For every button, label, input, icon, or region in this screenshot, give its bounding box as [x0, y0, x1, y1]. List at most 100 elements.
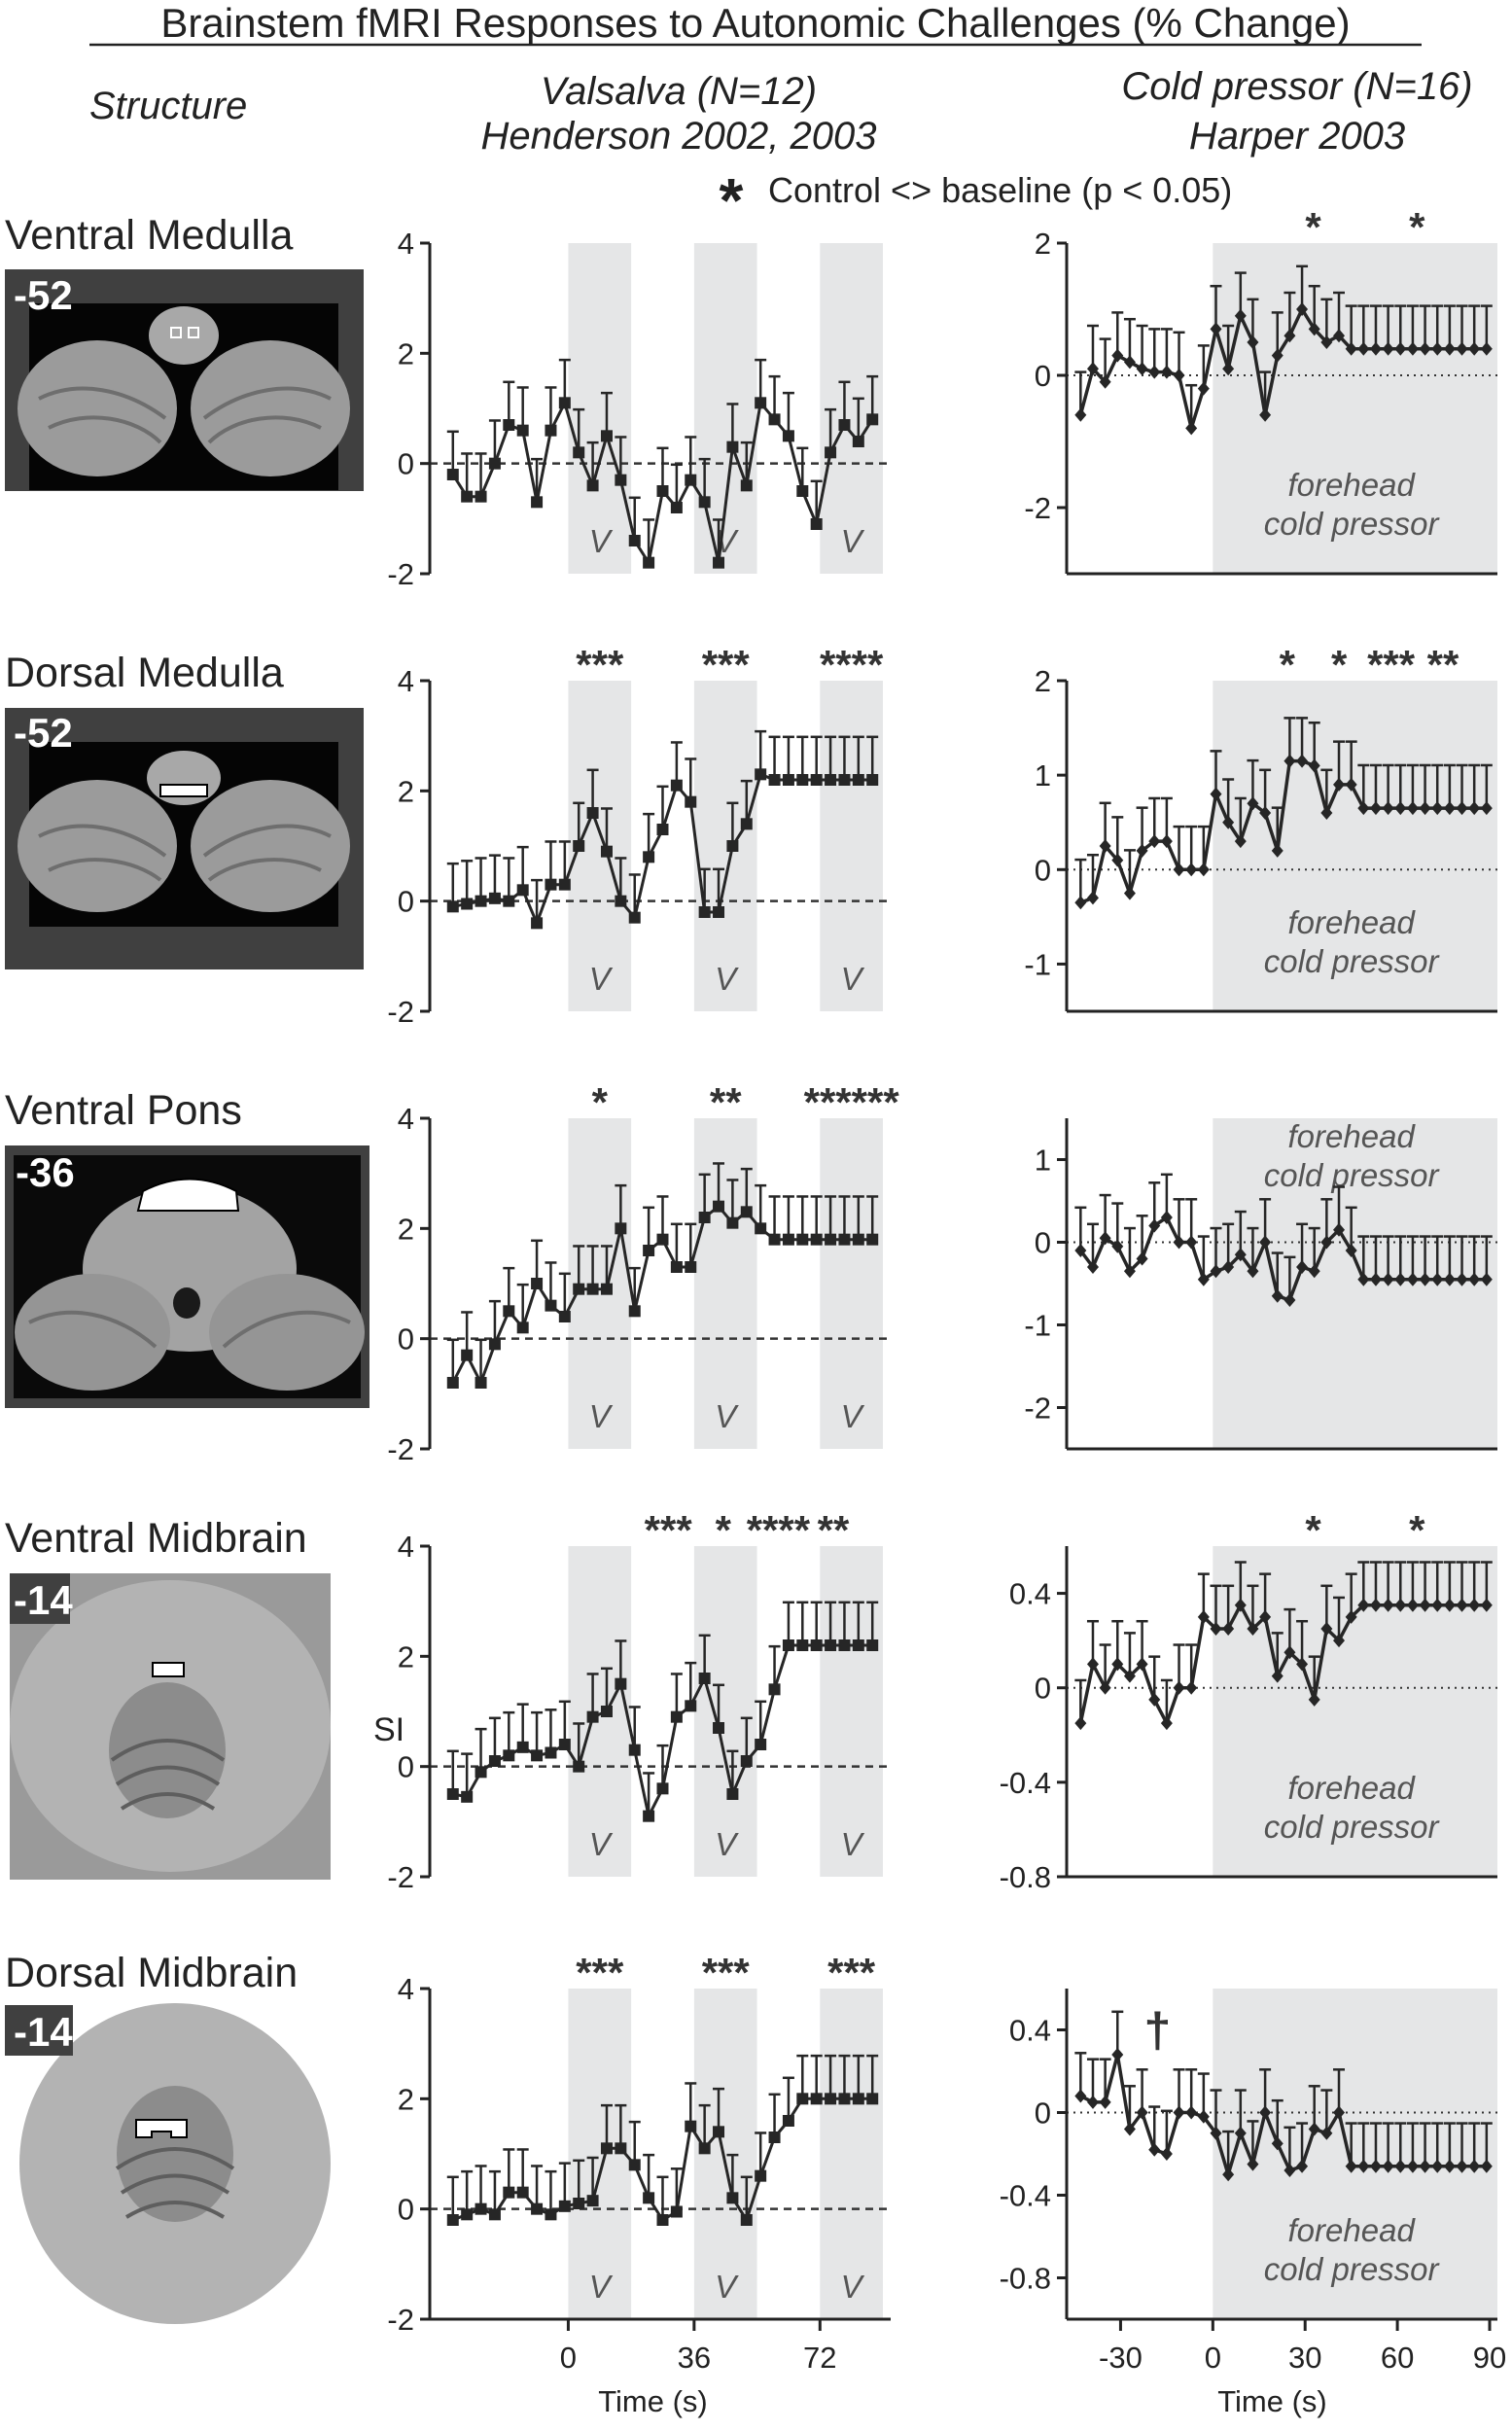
valsalva-ventral-medulla-point [461, 490, 474, 503]
valsalva-ventral-pons-point [656, 1233, 669, 1246]
valsalva-dorsal-midbrain-y-tick-label: -2 [387, 2303, 414, 2337]
valsalva-ventral-midbrain-significance-stars: *** [645, 1507, 693, 1553]
valsalva-ventral-midbrain-point [573, 1760, 585, 1773]
valsalva-dorsal-midbrain-point [726, 2192, 739, 2204]
valsalva-ventral-midbrain-point [531, 1749, 544, 1762]
valsalva-dorsal-medulla-point [825, 774, 837, 786]
valsalva-dorsal-midbrain-point [545, 2208, 557, 2221]
cold-dorsal-midbrain-point [1357, 2159, 1370, 2173]
cold-dorsal-medulla-point [1382, 801, 1394, 816]
cold-dorsal-midbrain-cond-line1: forehead [1288, 2212, 1417, 2248]
cold-dorsal-midbrain-point [1468, 2159, 1481, 2173]
cold-dorsal-midbrain-y-tick-label: -0.4 [1000, 2179, 1051, 2213]
valsalva-ventral-pons-point [573, 1283, 585, 1295]
cold-dorsal-midbrain-point [1431, 2159, 1444, 2173]
cold-ventral-midbrain-y-tick-label: -0.8 [1000, 1860, 1051, 1894]
valsalva-dorsal-medulla-point [685, 795, 697, 808]
cold-ventral-pons-point [1271, 1288, 1283, 1303]
cold-ventral-pons-point [1443, 1272, 1456, 1286]
cold-ventral-midbrain-point [1160, 1716, 1173, 1731]
valsalva-dorsal-midbrain-point [628, 2159, 641, 2171]
cold-ventral-medulla-point [1271, 348, 1283, 363]
valsalva-dorsal-medulla-point [782, 774, 794, 786]
cold-ventral-midbrain-point [1247, 1622, 1259, 1636]
cold-dorsal-medulla-point [1222, 815, 1235, 829]
cold-ventral-pons-cond-line2: cold pressor [1264, 1157, 1441, 1193]
valsalva-dorsal-midbrain-significance-stars: *** [827, 1950, 876, 1995]
cold-dorsal-medulla-point [1308, 758, 1320, 773]
cold-ventral-midbrain-point [1283, 1645, 1296, 1660]
cold-ventral-medulla-point [1160, 365, 1173, 379]
cold-ventral-midbrain-point [1369, 1598, 1382, 1612]
cold-ventral-midbrain-point [1111, 1657, 1124, 1672]
valsalva-ventral-pons-point [698, 1212, 711, 1223]
valsalva-dorsal-medulla-block-2 [693, 681, 757, 1011]
valsalva-ventral-midbrain-point [726, 1788, 739, 1800]
cold-ventral-pons-point [1185, 1235, 1198, 1250]
cold-ventral-pons-point [1468, 1272, 1481, 1286]
valsalva-ventral-pons-y-tick-label: 0 [398, 1322, 414, 1356]
valsalva-dorsal-medulla-point [713, 906, 725, 918]
valsalva-ventral-pons-block-label: V [589, 1398, 614, 1434]
cold-ventral-midbrain-point [1197, 1609, 1210, 1624]
cold-dorsal-midbrain-point [1296, 2159, 1309, 2173]
valsalva-ventral-medulla-point [825, 446, 837, 459]
valsalva-dorsal-medulla-point [698, 906, 711, 918]
valsalva-dorsal-midbrain-block-label: V [589, 2269, 614, 2305]
valsalva-ventral-midbrain-point [446, 1788, 459, 1800]
brain-slice-ventral-pons: -36 [5, 1145, 369, 1408]
valsalva-ventral-midbrain-point [488, 1755, 501, 1767]
cold-dorsal-midbrain-point [1456, 2159, 1468, 2173]
valsalva-dorsal-midbrain-point [768, 2132, 781, 2143]
cold-ventral-pons-point [1259, 1235, 1272, 1250]
structure-header: Structure [89, 85, 247, 127]
cold-ventral-midbrain-y-tick-label: 0.4 [1009, 1577, 1051, 1611]
valsalva-ventral-midbrain-block-2 [693, 1546, 757, 1877]
valsalva-ventral-medulla-point [838, 419, 851, 431]
valsalva-dorsal-medulla-point [755, 768, 767, 781]
cold-ventral-midbrain-point [1480, 1598, 1493, 1612]
cold-dorsal-medulla-point [1210, 787, 1222, 801]
cold-ventral-medulla-point [1185, 421, 1198, 436]
cold-ventral-pons-point [1074, 1244, 1087, 1257]
valsalva-ventral-midbrain-point [755, 1739, 767, 1750]
cold-ventral-medulla-point [1197, 381, 1210, 396]
cold-dorsal-midbrain-point [1234, 2126, 1247, 2140]
valsalva-ventral-medulla-point [545, 424, 557, 437]
cold-ventral-pons-point [1197, 1272, 1210, 1286]
cold-ventral-midbrain-point [1296, 1657, 1309, 1672]
valsalva-dorsal-medulla-point [475, 895, 487, 907]
valsalva-dorsal-medulla-point [600, 845, 613, 858]
valsalva-ventral-pons-point [628, 1305, 641, 1318]
cold-ventral-midbrain-point [1357, 1598, 1370, 1612]
cold-dorsal-medulla-point [1443, 801, 1456, 816]
row-label-ventral-midbrain: Ventral Midbrain [5, 1515, 307, 1562]
valsalva-dorsal-medulla-point [531, 917, 544, 930]
valsalva-ventral-medulla-block-2 [693, 243, 757, 574]
cold-ventral-medulla-point [1480, 341, 1493, 356]
valsalva-dorsal-medulla-point [838, 774, 851, 786]
slice-badge: -52 [14, 272, 73, 318]
valsalva-header-line2: Henderson 2002, 2003 [481, 115, 877, 158]
valsalva-ventral-pons-point [600, 1283, 613, 1295]
row-label-ventral-medulla: Ventral Medulla [5, 212, 293, 259]
valsalva-dorsal-medulla-point [586, 807, 599, 819]
valsalva-ventral-pons-point [558, 1311, 571, 1322]
cold-dorsal-midbrain-point [1123, 2122, 1136, 2136]
cold-dorsal-midbrain-point [1099, 2095, 1111, 2109]
valsalva-dorsal-midbrain-point [656, 2214, 669, 2226]
valsalva-ventral-pons-point [531, 1278, 544, 1289]
valsalva-ventral-pons-block-3 [820, 1118, 883, 1449]
cold-ventral-pons-series-line [1078, 1216, 1487, 1302]
cold-dorsal-midbrain-point [1271, 2136, 1283, 2151]
cold-dorsal-midbrain-x-tick-label: 30 [1288, 2341, 1321, 2375]
valsalva-ventral-medulla-point [782, 430, 794, 442]
valsalva-ventral-pons-point [796, 1233, 809, 1246]
cold-ventral-pons-point [1234, 1248, 1247, 1262]
valsalva-ventral-medulla-point [726, 440, 739, 453]
